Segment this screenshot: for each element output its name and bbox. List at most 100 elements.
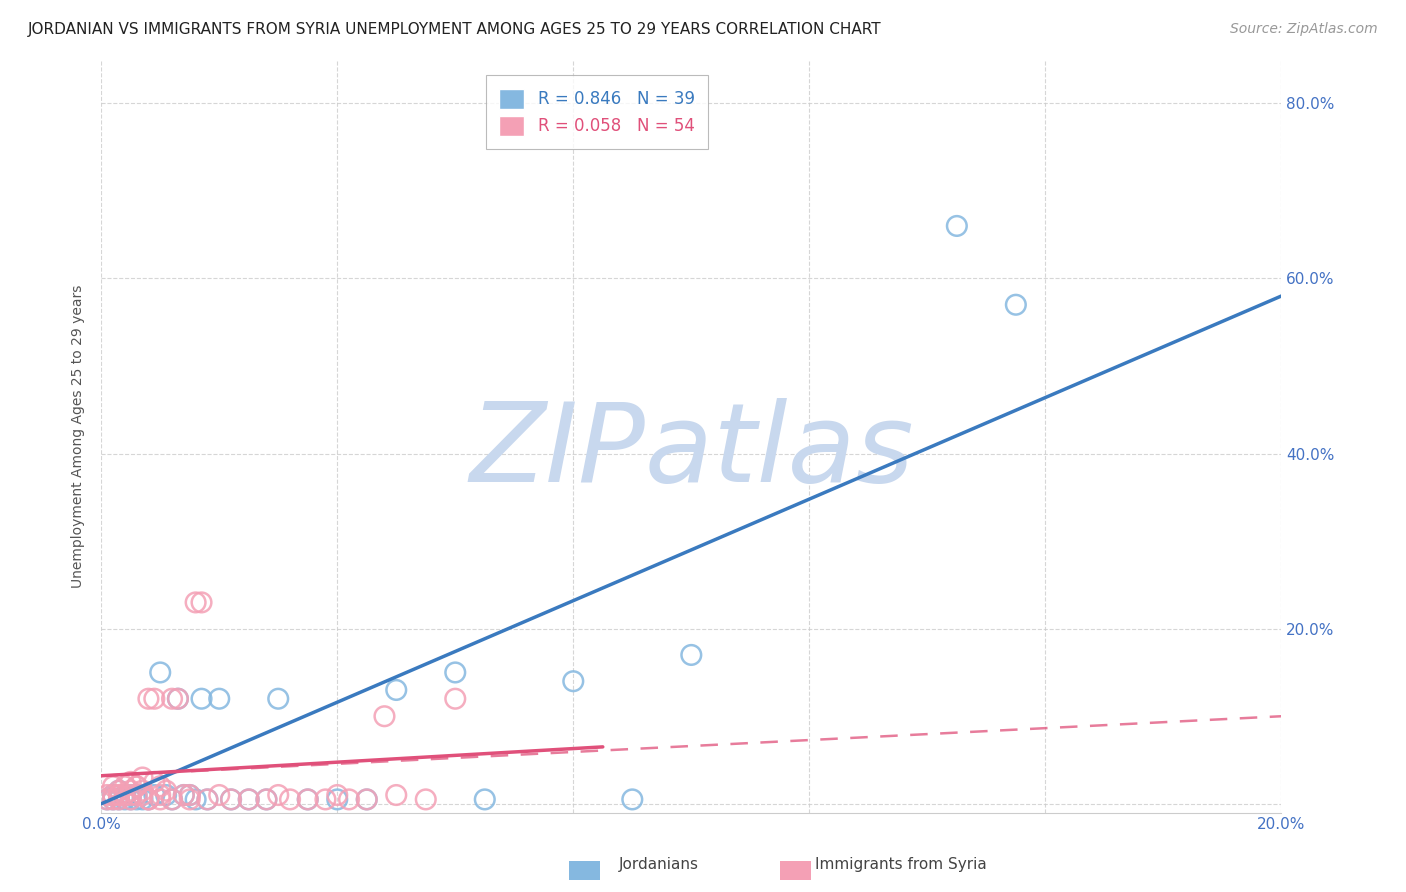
Point [138,691,160,706]
Point [373,709,395,723]
Point [208,691,231,706]
Point [120,792,142,806]
Point [167,691,190,706]
Y-axis label: Unemployment Among Ages 25 to 29 years: Unemployment Among Ages 25 to 29 years [72,285,86,588]
Point [167,691,190,706]
Point [114,779,136,793]
Point [114,788,136,802]
Point [256,792,278,806]
Point [101,788,124,802]
Point [621,792,644,806]
Point [197,792,219,806]
Point [101,779,124,793]
Point [108,788,131,802]
Point [256,792,278,806]
Point [238,792,260,806]
Point [267,788,290,802]
Point [385,683,408,698]
Point [385,788,408,802]
Point [125,788,148,802]
Point [184,595,207,609]
Point [474,792,496,806]
Point [946,219,969,233]
Point [208,788,231,802]
Point [444,691,467,706]
Point [356,792,378,806]
Point [114,788,136,802]
Point [356,792,378,806]
Point [190,595,212,609]
Legend: R = 0.846   N = 39, R = 0.058   N = 54: R = 0.846 N = 39, R = 0.058 N = 54 [486,76,707,150]
Point [197,792,219,806]
Point [131,783,153,797]
Point [267,691,290,706]
Point [120,783,142,797]
Point [131,792,153,806]
Point [108,792,131,806]
Point [108,783,131,797]
Text: ZIPatlas: ZIPatlas [470,398,914,505]
Text: Immigrants from Syria: Immigrants from Syria [815,857,987,872]
Point [562,674,585,689]
Point [125,779,148,793]
Point [326,792,349,806]
Point [278,792,301,806]
Point [190,691,212,706]
Point [1005,298,1028,312]
Point [101,792,124,806]
Point [108,788,131,802]
Point [415,792,437,806]
Point [120,788,142,802]
Point [681,648,703,662]
Point [219,792,242,806]
Point [184,792,207,806]
Point [297,792,319,806]
Point [114,792,136,806]
Point [125,788,148,802]
Point [101,792,124,806]
Point [138,792,160,806]
Point [143,788,166,802]
Point [149,788,172,802]
Point [120,775,142,789]
Point [219,792,242,806]
Point [337,792,360,806]
Point [179,788,201,802]
Point [108,783,131,797]
Point [444,665,467,680]
Point [173,788,195,802]
Point [238,792,260,806]
Point [179,788,201,802]
Text: JORDANIAN VS IMMIGRANTS FROM SYRIA UNEMPLOYMENT AMONG AGES 25 TO 29 YEARS CORREL: JORDANIAN VS IMMIGRANTS FROM SYRIA UNEMP… [28,22,882,37]
Point [131,788,153,802]
Text: Jordanians: Jordanians [619,857,699,872]
Point [120,788,142,802]
Text: Source: ZipAtlas.com: Source: ZipAtlas.com [1230,22,1378,37]
Point [179,792,201,806]
Point [120,792,142,806]
Point [96,788,118,802]
Point [131,771,153,785]
Point [314,792,336,806]
Point [149,665,172,680]
Point [155,783,177,797]
Point [138,792,160,806]
Point [125,792,148,806]
Point [160,792,183,806]
Point [108,792,131,806]
Point [160,691,183,706]
Point [149,779,172,793]
Point [143,691,166,706]
Point [96,792,118,806]
Point [149,792,172,806]
Point [138,792,160,806]
Point [101,788,124,802]
Point [125,779,148,793]
Point [143,775,166,789]
Point [297,792,319,806]
Point [326,788,349,802]
Point [155,788,177,802]
Point [173,788,195,802]
Point [160,792,183,806]
Point [96,792,118,806]
